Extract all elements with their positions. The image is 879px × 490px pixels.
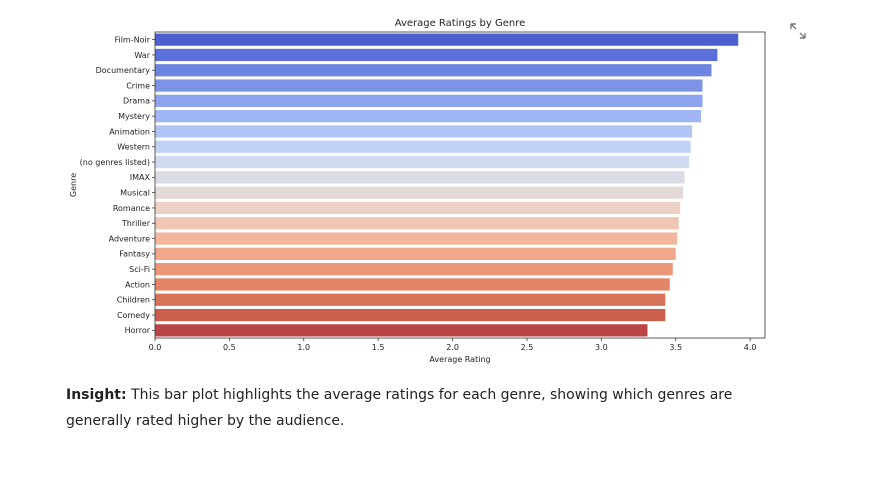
x-tick-label: 2.5 (521, 343, 534, 352)
y-tick-label: Crime (126, 81, 150, 90)
insight-label: Insight: (66, 387, 127, 403)
bar-thriller (155, 217, 679, 230)
bar-mystery (155, 110, 702, 123)
y-tick-label: Romance (113, 204, 150, 213)
x-tick-label: 2.0 (446, 343, 459, 352)
bar-adventure (155, 232, 678, 245)
y-tick-label: Fantasy (119, 250, 150, 259)
bar-action (155, 278, 670, 291)
y-tick-label: Horror (125, 326, 151, 335)
y-tick-label: (no genres listed) (80, 158, 150, 167)
bar-horror (155, 324, 648, 337)
insight-paragraph: Insight: This bar plot highlights the av… (66, 382, 786, 434)
insight-text: This bar plot highlights the average rat… (66, 387, 733, 429)
bar-romance (155, 201, 681, 215)
bar-crime (155, 79, 703, 92)
chart-svg: Average Ratings by Genre Film-Noir War Docu… (69, 18, 766, 364)
bar-no-genres-listed (155, 155, 690, 169)
bar-sci-fi (155, 263, 673, 276)
y-tick-label: Adventure (109, 234, 150, 243)
x-tick-label: 1.5 (372, 343, 385, 352)
x-tick-label: 3.0 (595, 343, 608, 352)
bar-imax (155, 171, 685, 184)
expand-icon[interactable] (789, 22, 807, 40)
bar-comedy (155, 308, 666, 322)
y-tick-label: Comedy (117, 311, 150, 320)
x-tick-label: 0.0 (149, 343, 162, 352)
y-tick-label: Film-Noir (114, 35, 150, 44)
y-tick-label: Musical (120, 188, 150, 197)
y-tick-label: War (134, 51, 150, 60)
y-tick-label: Sci-Fi (129, 265, 150, 274)
y-tick-label: Drama (123, 97, 150, 106)
y-tick-label: Children (117, 296, 150, 305)
x-tick-label: 3.5 (669, 343, 682, 352)
y-tick-label: Documentary (96, 66, 151, 75)
bar-drama (155, 94, 703, 107)
bar-children (155, 293, 666, 306)
bar-musical (155, 186, 684, 199)
y-tick-label: Action (125, 280, 150, 289)
bar-western (155, 140, 691, 153)
bar-war (155, 48, 718, 62)
x-tick-label: 4.0 (744, 343, 757, 352)
y-tick-label: Western (117, 143, 150, 152)
plot-frame (154, 31, 766, 339)
bar-film-noir (155, 33, 739, 46)
y-tick-label: Animation (109, 127, 150, 136)
x-axis-label: Average Rating (429, 355, 490, 364)
y-tick-label: Thriller (121, 219, 151, 228)
y-axis-label: Genre (69, 173, 78, 197)
bar-documentary (155, 64, 712, 77)
bar-animation (155, 125, 693, 138)
chart-title: Average Ratings by Genre (395, 18, 526, 29)
y-tick-label: Mystery (118, 112, 150, 121)
x-tick-label: 1.0 (297, 343, 310, 352)
x-tick-label: 0.5 (223, 343, 236, 352)
y-tick-label: IMAX (130, 173, 151, 182)
bar-chart: Average Ratings by Genre Film-Noir War Docu… (60, 14, 780, 364)
bar-fantasy (155, 247, 676, 260)
